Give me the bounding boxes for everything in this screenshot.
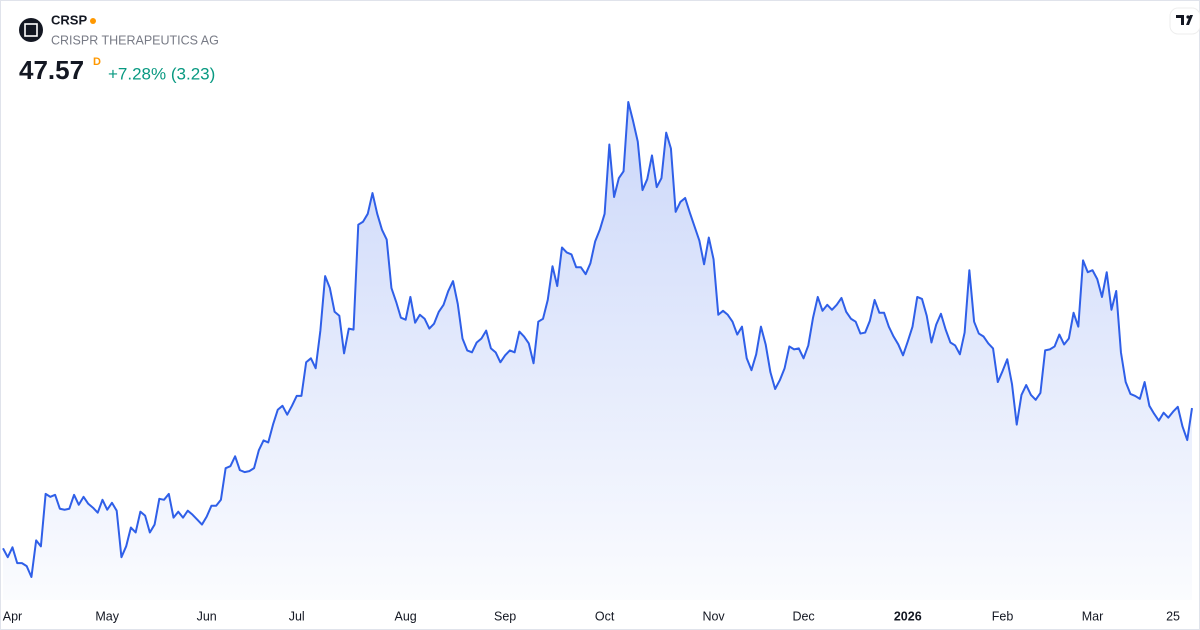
x-tick-label: Sep — [494, 609, 516, 623]
x-tick-label: May — [95, 609, 119, 623]
logo-mark — [24, 23, 38, 37]
area-fill — [3, 102, 1192, 600]
x-tick-label: 25 — [1166, 609, 1180, 623]
price-line — [2, 101, 1193, 578]
x-tick-label: Dec — [792, 609, 814, 623]
x-tick-label: Feb — [992, 609, 1014, 623]
status-dot — [90, 18, 96, 24]
x-tick-label: Oct — [595, 609, 615, 623]
x-tick-label: Nov — [702, 609, 725, 623]
x-tick-label: 2026 — [894, 609, 922, 623]
plot-area — [2, 101, 1193, 600]
x-tick-label: Jul — [289, 609, 305, 623]
tradingview-logo — [1169, 7, 1200, 35]
company-name: CRISPR THERAPEUTICS AG — [51, 33, 219, 47]
x-tick-label: Apr — [3, 609, 22, 623]
x-tick-label: Mar — [1082, 609, 1104, 623]
price: 47.57 — [19, 55, 84, 85]
symbol: CRSP — [51, 12, 87, 27]
change: +7.28% (3.23) — [108, 64, 215, 83]
interval: D — [93, 56, 101, 68]
x-tick-label: Aug — [395, 609, 417, 623]
x-tick-label: Jun — [197, 609, 217, 623]
logo — [19, 18, 43, 42]
